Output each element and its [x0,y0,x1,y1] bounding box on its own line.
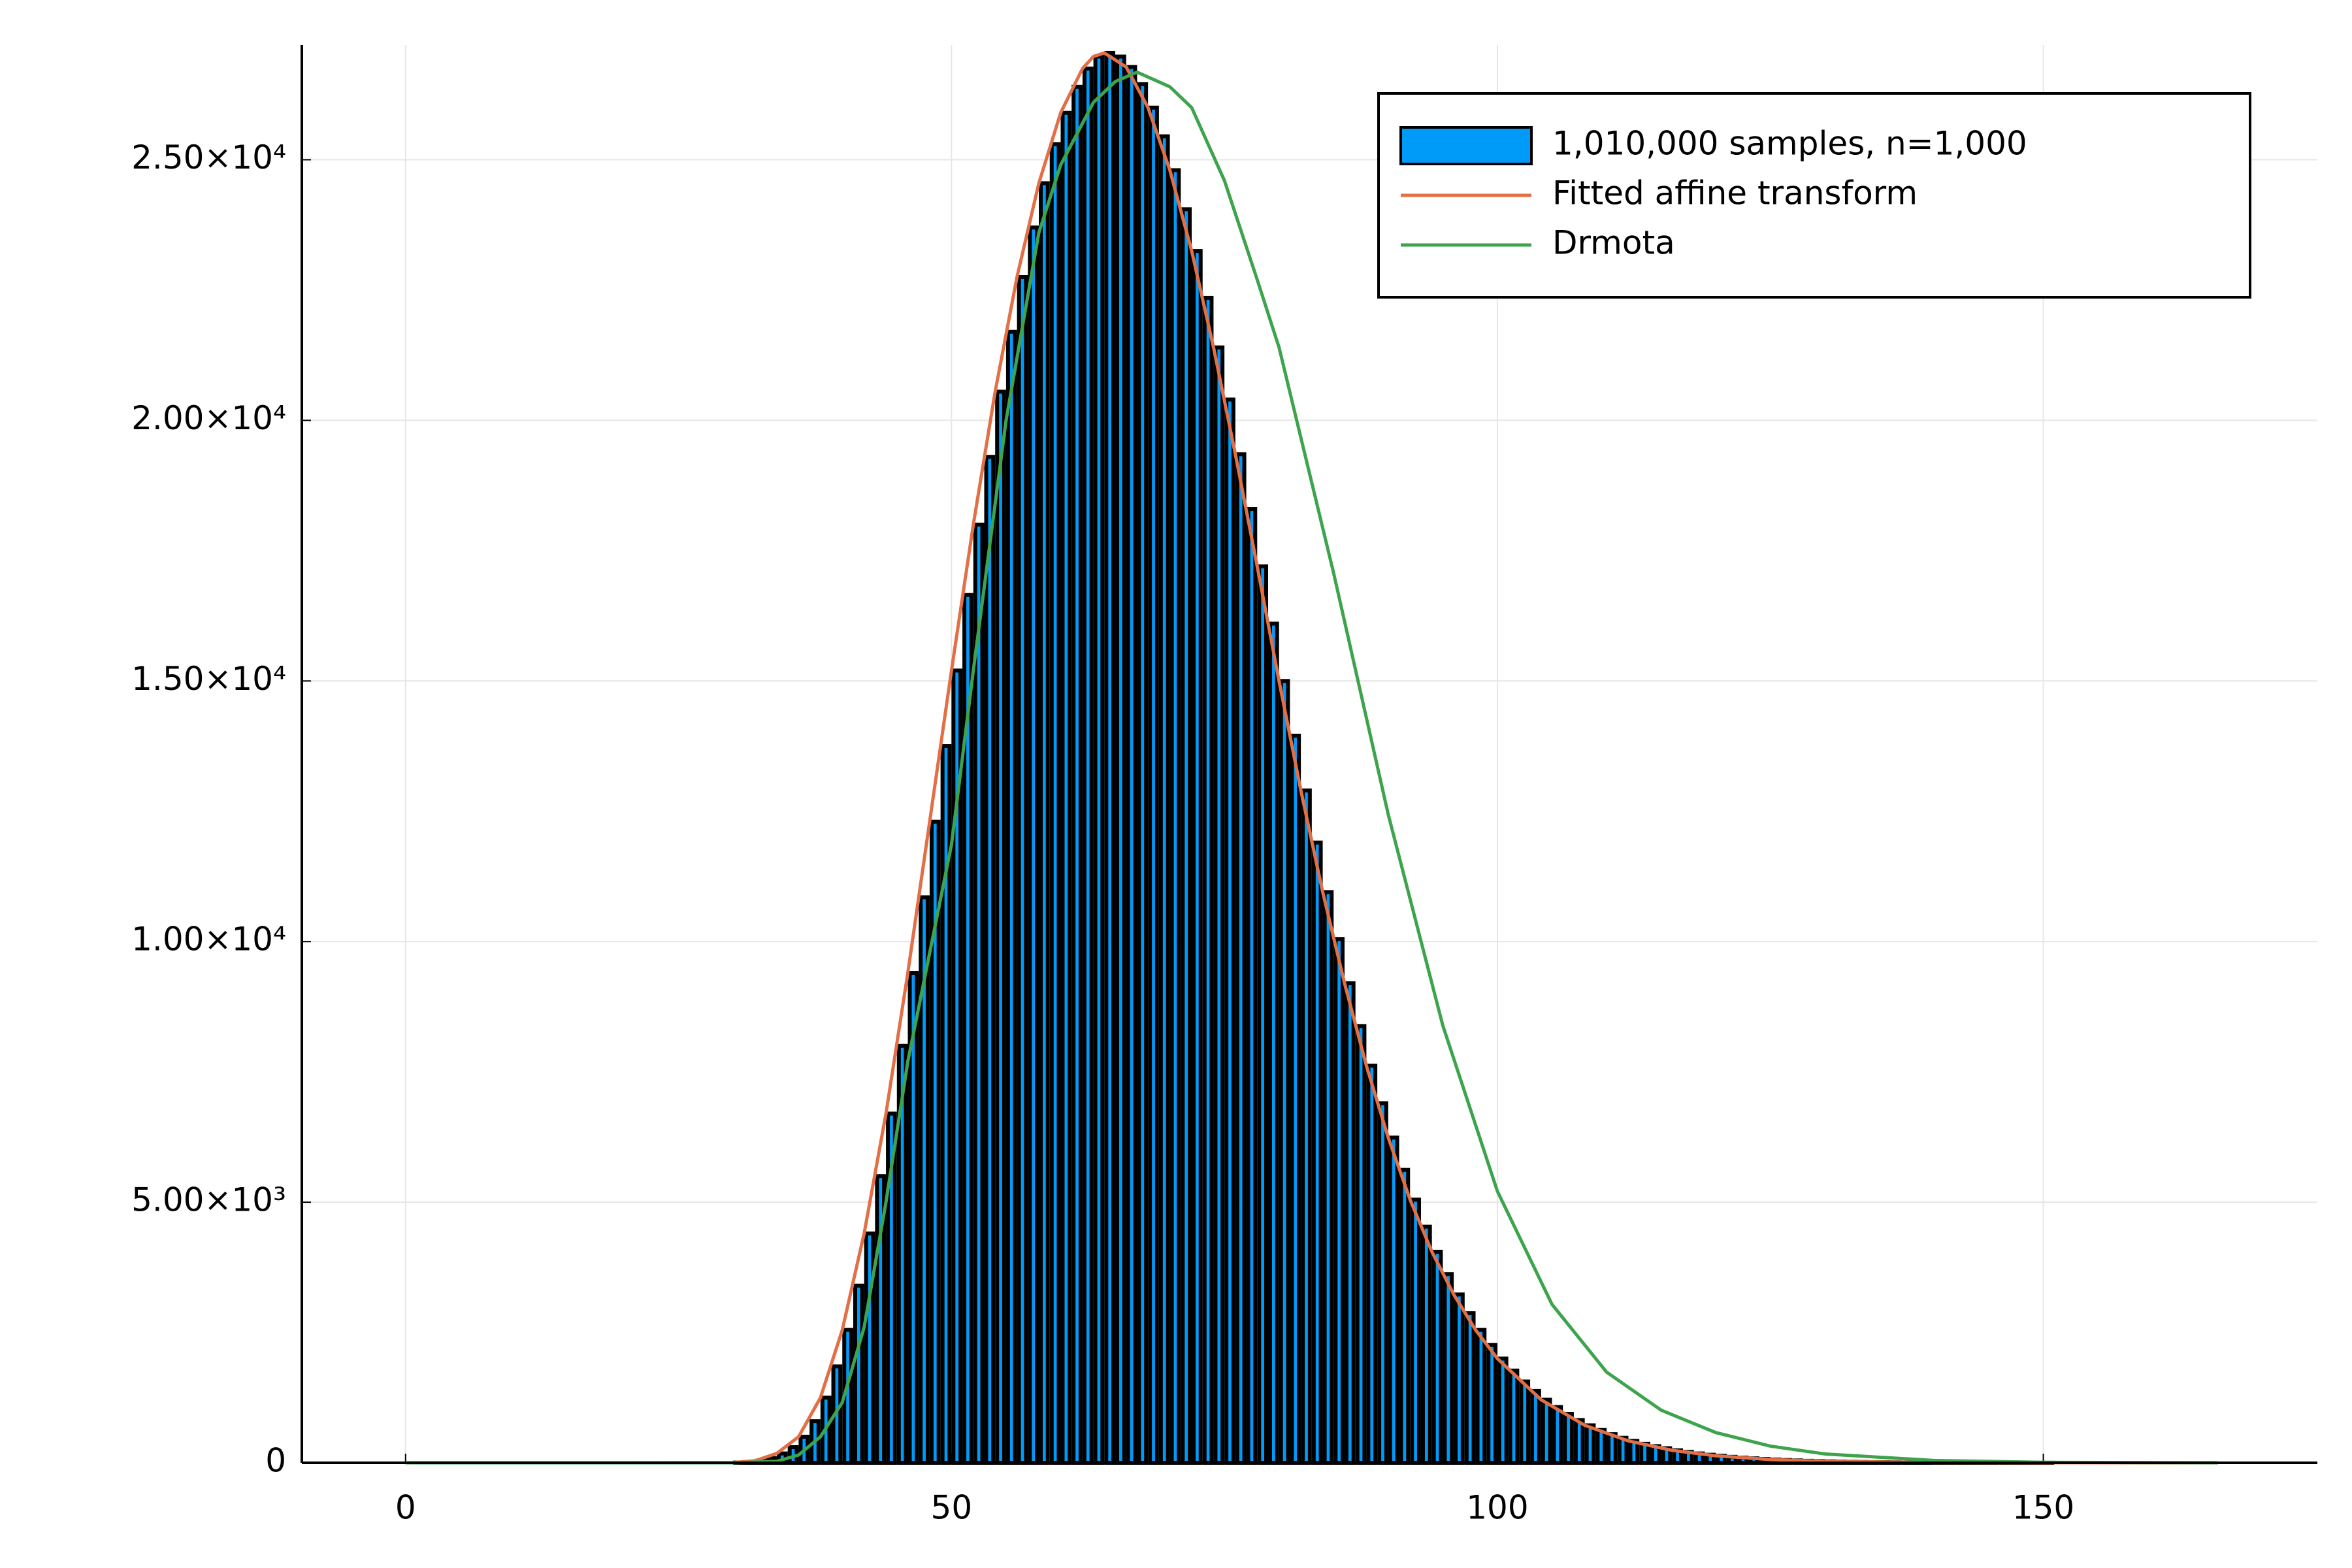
bar [1267,621,1279,1465]
x-tick-label: 50 [931,1489,973,1527]
bar [1082,66,1094,1465]
bar [1192,249,1203,1465]
bar [1519,1379,1531,1465]
bar [1279,679,1290,1465]
bar [1181,207,1192,1465]
bar [1431,1249,1443,1465]
bar [1552,1405,1563,1465]
bar [1093,54,1105,1465]
bar [1607,1432,1618,1465]
bar [1290,734,1301,1465]
bar [1158,134,1170,1465]
x-tick-label: 100 [1466,1489,1528,1527]
bar [1344,981,1356,1465]
line [405,70,2218,1465]
y-tick-label: 2.50×10⁴ [131,139,286,176]
bar [1541,1397,1552,1465]
bar [1311,840,1323,1465]
bar [1508,1368,1520,1465]
bar [1257,564,1268,1465]
bar [1202,295,1214,1465]
bar [1148,105,1159,1465]
legend-label: Fitted affine transform [1552,174,1918,212]
bar [1595,1428,1607,1465]
y-tick-label: 2.00×10⁴ [131,399,286,437]
bar [1399,1168,1411,1465]
bar [1333,937,1345,1465]
legend-label: 1,010,000 samples, n=1,000 [1552,125,2027,163]
bar [984,455,996,1465]
legend-label: Drmota [1552,224,1675,262]
bar [1005,329,1017,1465]
bar [1017,275,1028,1465]
bar [1454,1292,1465,1465]
bar [853,1283,864,1465]
bar [1115,54,1126,1465]
bar [1246,507,1258,1465]
bar [1639,1441,1650,1465]
bar [1366,1064,1378,1465]
bar [1301,788,1312,1465]
bar [995,389,1006,1465]
bar [1420,1224,1432,1465]
bar [1584,1423,1596,1465]
legend-swatch [1399,126,1533,165]
bar [1039,181,1050,1465]
x-tick-label: 0 [395,1489,416,1527]
bar [1060,110,1072,1465]
bar [1464,1311,1476,1465]
y-tick-label: 0 [265,1442,286,1480]
bar [1443,1272,1454,1465]
y-tick-label: 5.00×10³ [131,1181,286,1219]
y-tick-label: 1.50×10⁴ [131,660,286,698]
y-tick-label: 1.00×10⁴ [131,921,286,958]
bar [1137,82,1149,1465]
bar [1235,452,1247,1465]
bar [1497,1356,1509,1465]
bar [1475,1328,1487,1465]
bar [1213,345,1225,1465]
bar [1126,65,1137,1465]
bar [1169,168,1181,1465]
bar [1049,142,1061,1465]
bar [1322,890,1334,1465]
bar [864,1231,875,1465]
bar [1410,1198,1421,1465]
bar [973,522,985,1465]
bar [1028,225,1039,1465]
bar [1355,1024,1367,1465]
bar [1563,1412,1574,1465]
bar [1486,1343,1497,1465]
bar [1104,50,1116,1465]
legend: 1,010,000 samples, n=1,000 Fitted affine … [1377,92,2251,299]
bar [1388,1135,1399,1465]
line [405,51,2218,1465]
x-tick-label: 150 [2012,1489,2074,1527]
bar [1224,397,1235,1465]
bar [1377,1101,1388,1465]
bar [1530,1388,1541,1465]
bar [1071,84,1083,1465]
bar [1573,1418,1585,1465]
